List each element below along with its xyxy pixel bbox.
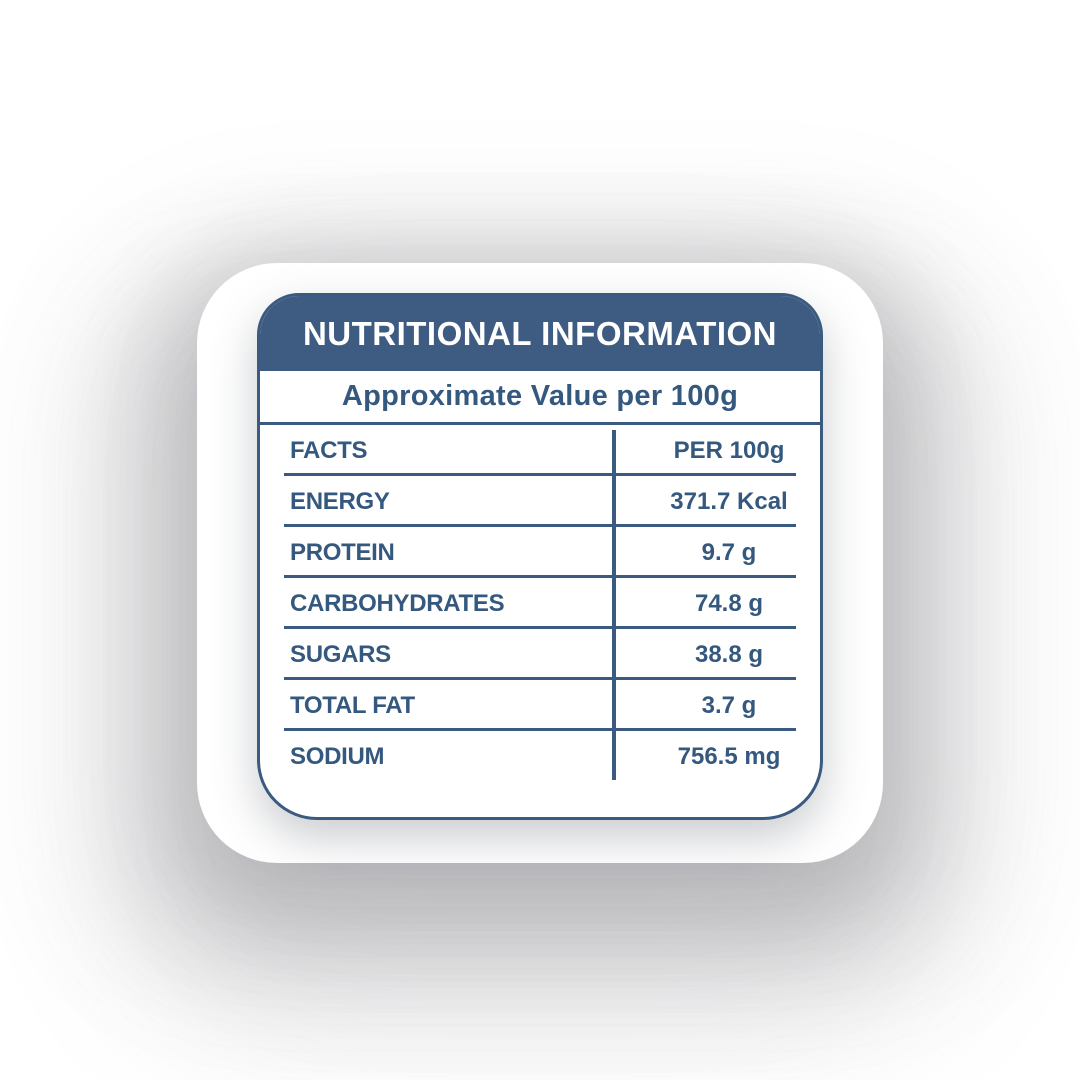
card-subtitle-text: Approximate Value per 100g — [341, 380, 739, 412]
nutrition-label-card: NUTRITIONAL INFORMATION Approximate Valu… — [257, 293, 823, 820]
row-value: 74.8 g — [694, 589, 764, 617]
row-label: SUGARS — [290, 640, 391, 668]
row-label: ENERGY — [290, 487, 390, 515]
row-label: CARBOHYDRATES — [290, 589, 505, 617]
table-row-carbohydrates: CARBOHYDRATES 74.8 g — [260, 578, 820, 629]
row-value: 756.5 mg — [677, 742, 781, 770]
row-label: TOTAL FAT — [290, 691, 415, 719]
table-row-protein: PROTEIN 9.7 g — [260, 527, 820, 578]
row-value: 3.7 g — [701, 691, 757, 719]
row-label: SODIUM — [290, 742, 385, 770]
column-header-facts: FACTS — [290, 436, 368, 464]
column-header-per-100g: PER 100g — [673, 436, 785, 464]
card-header: NUTRITIONAL INFORMATION — [260, 296, 820, 371]
row-value: 9.7 g — [701, 538, 757, 566]
row-value: 38.8 g — [694, 640, 764, 668]
table-header-row: FACTS PER 100g — [260, 425, 820, 476]
table-row-total-fat: TOTAL FAT 3.7 g — [260, 680, 820, 731]
table-row-energy: ENERGY 371.7 Kcal — [260, 476, 820, 527]
column-divider — [612, 430, 616, 780]
card-title: NUTRITIONAL INFORMATION — [302, 314, 778, 352]
card-subtitle-band: Approximate Value per 100g — [260, 371, 820, 425]
row-label: PROTEIN — [290, 538, 395, 566]
nutrition-facts-table: FACTS PER 100g ENERGY 371.7 Kcal PROTEIN… — [260, 425, 820, 817]
row-value: 371.7 Kcal — [670, 487, 788, 515]
table-row-sodium: SODIUM 756.5 mg — [260, 731, 820, 782]
table-row-sugars: SUGARS 38.8 g — [260, 629, 820, 680]
